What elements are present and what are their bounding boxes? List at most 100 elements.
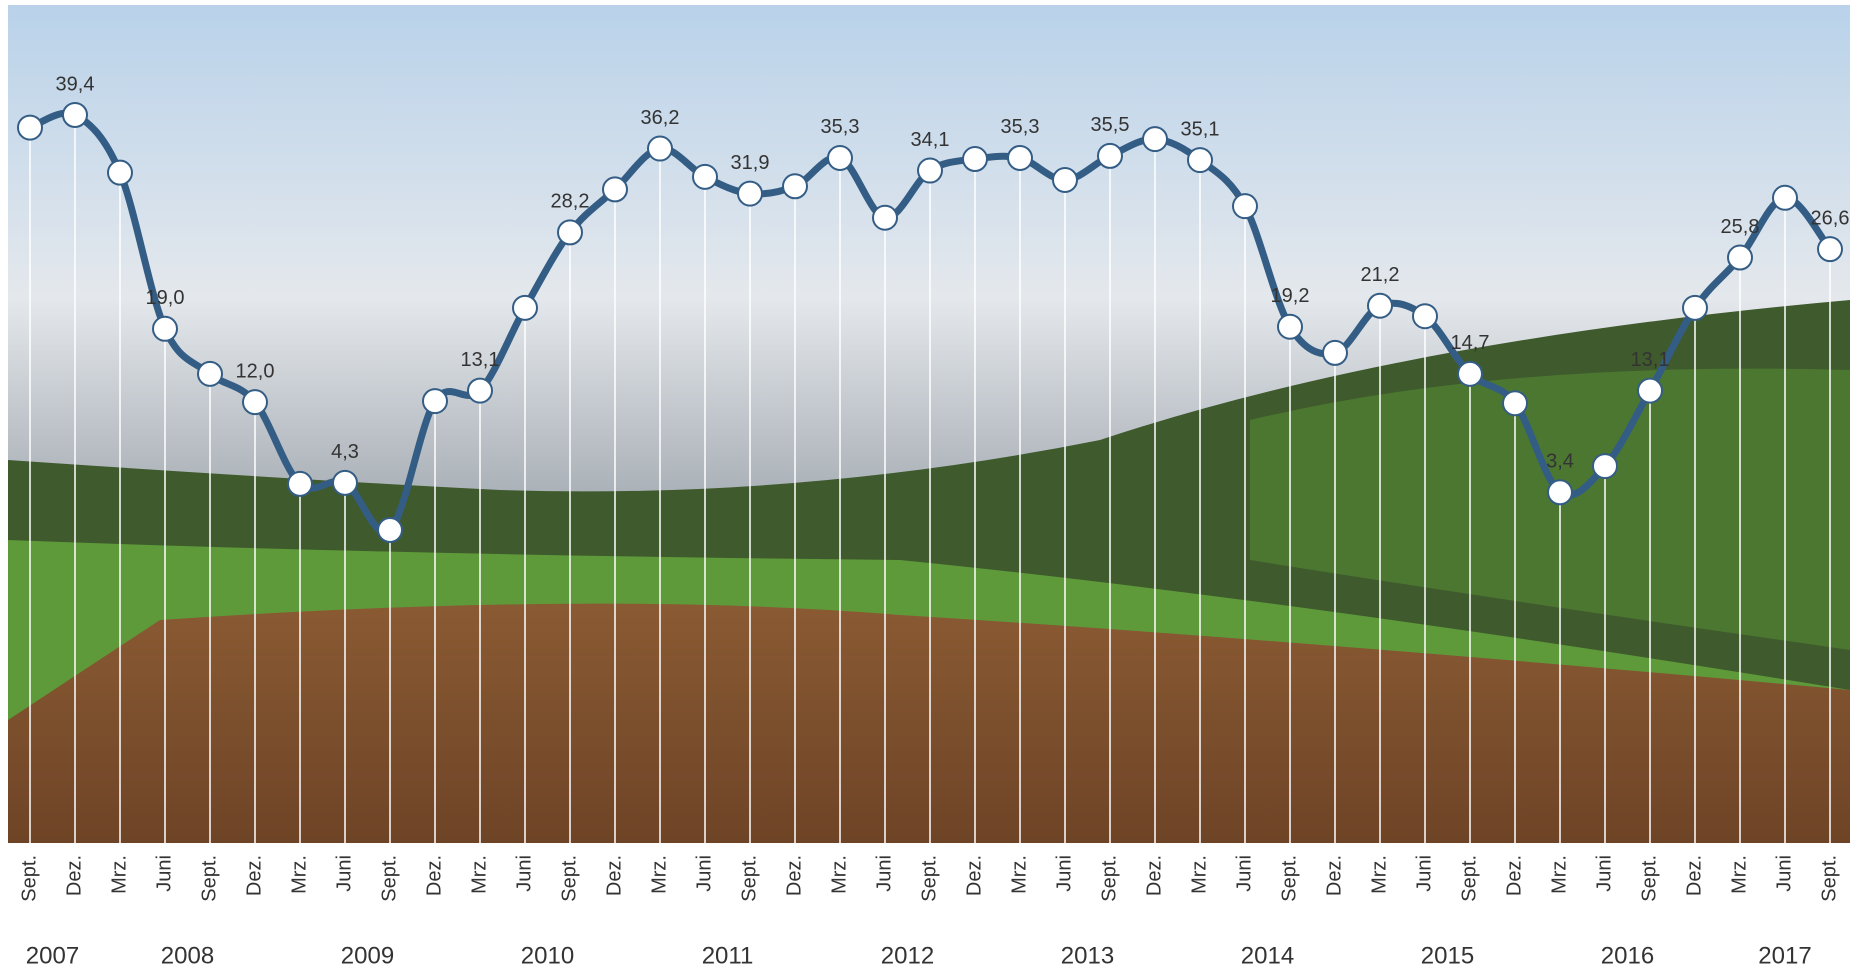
data-point (422, 388, 448, 415)
data-point (602, 176, 628, 203)
x-tick-label: Mrz. (1188, 855, 1210, 894)
x-tick-label: Juni (513, 855, 535, 892)
x-tick-label: Dez. (1143, 855, 1165, 896)
x-tick-label: Mrz. (1368, 855, 1390, 894)
value-label: 19,0 (146, 287, 185, 309)
x-tick-label: Sept. (1638, 855, 1660, 902)
value-label: 31,9 (731, 152, 770, 174)
data-point (737, 180, 763, 207)
data-point (467, 377, 493, 404)
x-tick-label: Juni (153, 855, 175, 892)
x-tick-label: Juni (693, 855, 715, 892)
value-label: 35,1 (1181, 118, 1220, 140)
data-point (332, 469, 358, 496)
data-point (1412, 303, 1438, 330)
year-label: 2008 (161, 942, 214, 969)
data-point (782, 173, 808, 200)
year-label: 2007 (26, 942, 79, 969)
x-tick-label: Mrz. (828, 855, 850, 894)
data-point (1727, 244, 1753, 271)
year-label: 2017 (1758, 942, 1811, 969)
x-tick-label: Mrz. (1728, 855, 1750, 894)
data-point (647, 135, 673, 162)
x-tick-label: Juni (1233, 855, 1255, 892)
x-tick-label: Dez. (963, 855, 985, 896)
x-tick-label: Mrz. (108, 855, 130, 894)
value-label: 14,7 (1451, 332, 1490, 354)
x-tick-label: Dez. (1503, 855, 1525, 896)
x-tick-label: Juni (333, 855, 355, 892)
x-tick-label: Sept. (558, 855, 580, 902)
value-label: 13,1 (461, 349, 500, 371)
data-point (1097, 142, 1123, 169)
x-tick-label: Juni (1053, 855, 1075, 892)
data-point (1007, 144, 1033, 171)
data-point (377, 517, 403, 543)
data-point (1457, 360, 1483, 387)
data-point (827, 144, 853, 171)
data-point (1682, 294, 1708, 321)
data-point (1547, 479, 1573, 506)
line-series (28, 109, 1833, 536)
x-tick-label: Sept. (1278, 855, 1300, 902)
value-label: 34,1 (911, 129, 950, 151)
value-label: 25,8 (1721, 216, 1760, 238)
x-tick-label: Sept. (18, 855, 40, 902)
data-point (1322, 339, 1348, 366)
data-point (962, 146, 988, 173)
x-tick-label: Sept. (1098, 855, 1120, 902)
x-tick-label: Sept. (378, 855, 400, 902)
x-tick-label: Mrz. (1008, 855, 1030, 894)
background-photo (8, 5, 1850, 843)
x-tick-label: Sept. (918, 855, 940, 902)
x-tick-label: Dez. (63, 855, 85, 896)
data-point (692, 163, 718, 190)
data-point (1277, 313, 1303, 340)
x-tick-label: Juni (873, 855, 895, 892)
data-point (1637, 377, 1663, 404)
data-point (1187, 147, 1213, 174)
x-tick-label: Mrz. (288, 855, 310, 894)
x-tick-label: Dez. (1323, 855, 1345, 896)
x-tick-label: Sept. (1458, 855, 1480, 902)
x-tick-label: Dez. (1683, 855, 1705, 896)
data-point (512, 294, 538, 321)
data-point (1232, 193, 1258, 220)
data-point (152, 315, 178, 342)
x-tick-label: Sept. (198, 855, 220, 902)
value-label: 36,2 (641, 107, 680, 129)
data-point (557, 219, 583, 246)
value-label: 19,2 (1271, 285, 1310, 307)
value-label: 26,6 (1811, 207, 1850, 229)
x-tick-label: Mrz. (648, 855, 670, 894)
data-point (1052, 166, 1078, 193)
x-tick-label: Sept. (1818, 855, 1840, 902)
data-point (872, 204, 898, 231)
year-label: 2010 (521, 942, 574, 969)
value-label: 35,3 (821, 116, 860, 138)
x-tick-label: Sept. (738, 855, 760, 902)
year-label: 2009 (341, 942, 394, 969)
x-tick-label: Dez. (603, 855, 625, 896)
year-label: 2012 (881, 942, 934, 969)
value-label: 35,3 (1001, 116, 1040, 138)
year-label: 2016 (1601, 942, 1654, 969)
value-label: 13,1 (1631, 349, 1670, 371)
year-label: 2015 (1421, 942, 1474, 969)
x-tick-label: Dez. (243, 855, 265, 896)
year-label: 2014 (1241, 942, 1294, 969)
data-point (1142, 126, 1168, 153)
data-point (197, 360, 223, 387)
data-point (242, 389, 268, 416)
data-point (17, 114, 43, 141)
x-tick-label: Juni (1413, 855, 1435, 892)
data-point (1592, 453, 1618, 480)
data-point (917, 157, 943, 184)
value-label: 12,0 (236, 360, 275, 382)
x-tick-label: Mrz. (468, 855, 490, 894)
value-label: 4,3 (331, 441, 359, 463)
value-label: 35,5 (1091, 114, 1130, 136)
value-label: 28,2 (551, 191, 590, 213)
